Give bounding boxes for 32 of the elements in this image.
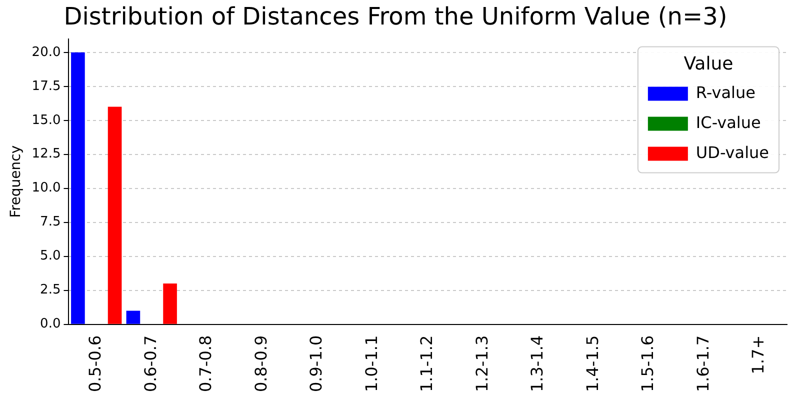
y-tick-label: 20.0: [32, 44, 61, 60]
bar: [108, 106, 122, 324]
y-tick-label: 12.5: [32, 146, 61, 162]
x-tick-label: 1.0-1.1: [362, 335, 381, 392]
x-tick-label: 1.1-1.2: [417, 335, 436, 392]
chart-title: Distribution of Distances From the Uniform Value (n=3): [64, 2, 728, 31]
y-tick-label: 17.5: [32, 78, 61, 94]
bar: [163, 284, 177, 324]
y-tick-label: 7.5: [40, 214, 61, 230]
legend-title: Value: [684, 53, 734, 74]
legend-label: IC-value: [696, 112, 761, 132]
y-tick-label: 2.5: [40, 282, 61, 298]
y-axis-title: Frequency: [8, 145, 24, 218]
x-tick-label: 0.5-0.6: [86, 335, 105, 392]
bar: [126, 310, 140, 324]
x-tick-label: 0.7-0.8: [196, 335, 216, 392]
y-tick-label: 10.0: [32, 180, 61, 196]
x-tick-label: 1.4-1.5: [582, 335, 602, 392]
legend-label: UD-value: [696, 142, 769, 162]
y-tick-label: 5.0: [40, 248, 61, 264]
y-tick-label: 15.0: [32, 112, 61, 128]
x-tick-label: 0.6-0.7: [140, 335, 160, 392]
legend-label: R-value: [696, 82, 756, 102]
x-tick-label: 1.6-1.7: [693, 335, 712, 392]
x-tick-label: 0.9-1.0: [306, 335, 326, 392]
y-tick-label: 0.0: [40, 316, 61, 332]
bar: [71, 52, 85, 324]
x-tick-label: 0.8-0.9: [251, 335, 270, 392]
x-tick-label: 1.3-1.4: [528, 335, 547, 392]
x-tick-label: 1.2-1.3: [472, 335, 492, 392]
x-tick-label: 1.5-1.6: [638, 335, 658, 392]
x-tick-label: 1.7+: [748, 335, 768, 374]
